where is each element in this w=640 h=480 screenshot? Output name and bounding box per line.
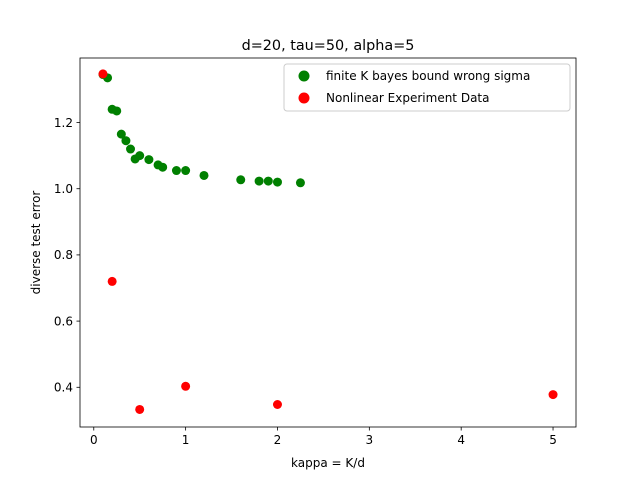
y-axis-ticks: 0.4 0.6 0.8 1.0 1.2 — [54, 116, 80, 395]
x-tick-label-1: 1 — [182, 433, 190, 447]
point-series-0-11 — [158, 162, 168, 172]
legend: finite K bayes bound wrong sigma Nonline… — [283, 63, 571, 112]
point-series-0-3 — [112, 106, 122, 116]
legend-marker-green — [298, 70, 310, 82]
point-series-0-17 — [263, 176, 273, 186]
point-series-0-16 — [254, 176, 264, 186]
x-axis-label: kappa = K/d — [291, 456, 365, 470]
x-tick-label-5: 5 — [549, 433, 557, 447]
data-points — [98, 69, 558, 414]
point-series-0-9 — [144, 155, 154, 165]
y-tick-label-2: 0.8 — [54, 248, 73, 262]
point-series-1-2 — [135, 404, 145, 414]
x-tick-label-0: 0 — [90, 433, 98, 447]
legend-label-red: Nonlinear Experiment Data — [326, 91, 489, 105]
plot-frame-border — [79, 57, 577, 428]
legend-label-green: finite K bayes bound wrong sigma — [326, 69, 530, 83]
x-axis-ticks: 0 1 2 3 4 5 — [90, 427, 557, 447]
legend-box — [283, 63, 571, 112]
point-series-0-8 — [135, 151, 145, 161]
y-tick-label-0: 0.4 — [54, 381, 73, 395]
point-series-0-4 — [116, 129, 126, 139]
y-tick-label-4: 1.2 — [54, 116, 73, 130]
point-series-0-6 — [126, 144, 136, 154]
y-axis-label: diverse test error — [29, 191, 43, 295]
point-series-0-18 — [272, 177, 282, 187]
point-series-0-13 — [181, 166, 191, 176]
point-series-1-5 — [548, 390, 558, 400]
point-series-0-5 — [121, 136, 131, 146]
y-tick-label-3: 1.0 — [54, 182, 73, 196]
x-tick-label-3: 3 — [366, 433, 374, 447]
point-series-0-14 — [199, 170, 209, 180]
y-tick-label-1: 0.6 — [54, 314, 73, 328]
point-series-0-12 — [171, 166, 181, 176]
point-series-1-1 — [107, 276, 117, 286]
legend-marker-red — [298, 92, 310, 104]
point-series-1-0 — [98, 69, 108, 79]
x-tick-label-4: 4 — [457, 433, 465, 447]
point-series-0-19 — [295, 178, 305, 188]
plot-area — [80, 58, 576, 427]
chart-title: d=20, tau=50, alpha=5 — [242, 38, 415, 54]
point-series-1-4 — [272, 400, 282, 409]
point-series-1-3 — [181, 381, 191, 391]
point-series-0-15 — [236, 175, 246, 185]
x-tick-label-2: 2 — [274, 433, 282, 447]
